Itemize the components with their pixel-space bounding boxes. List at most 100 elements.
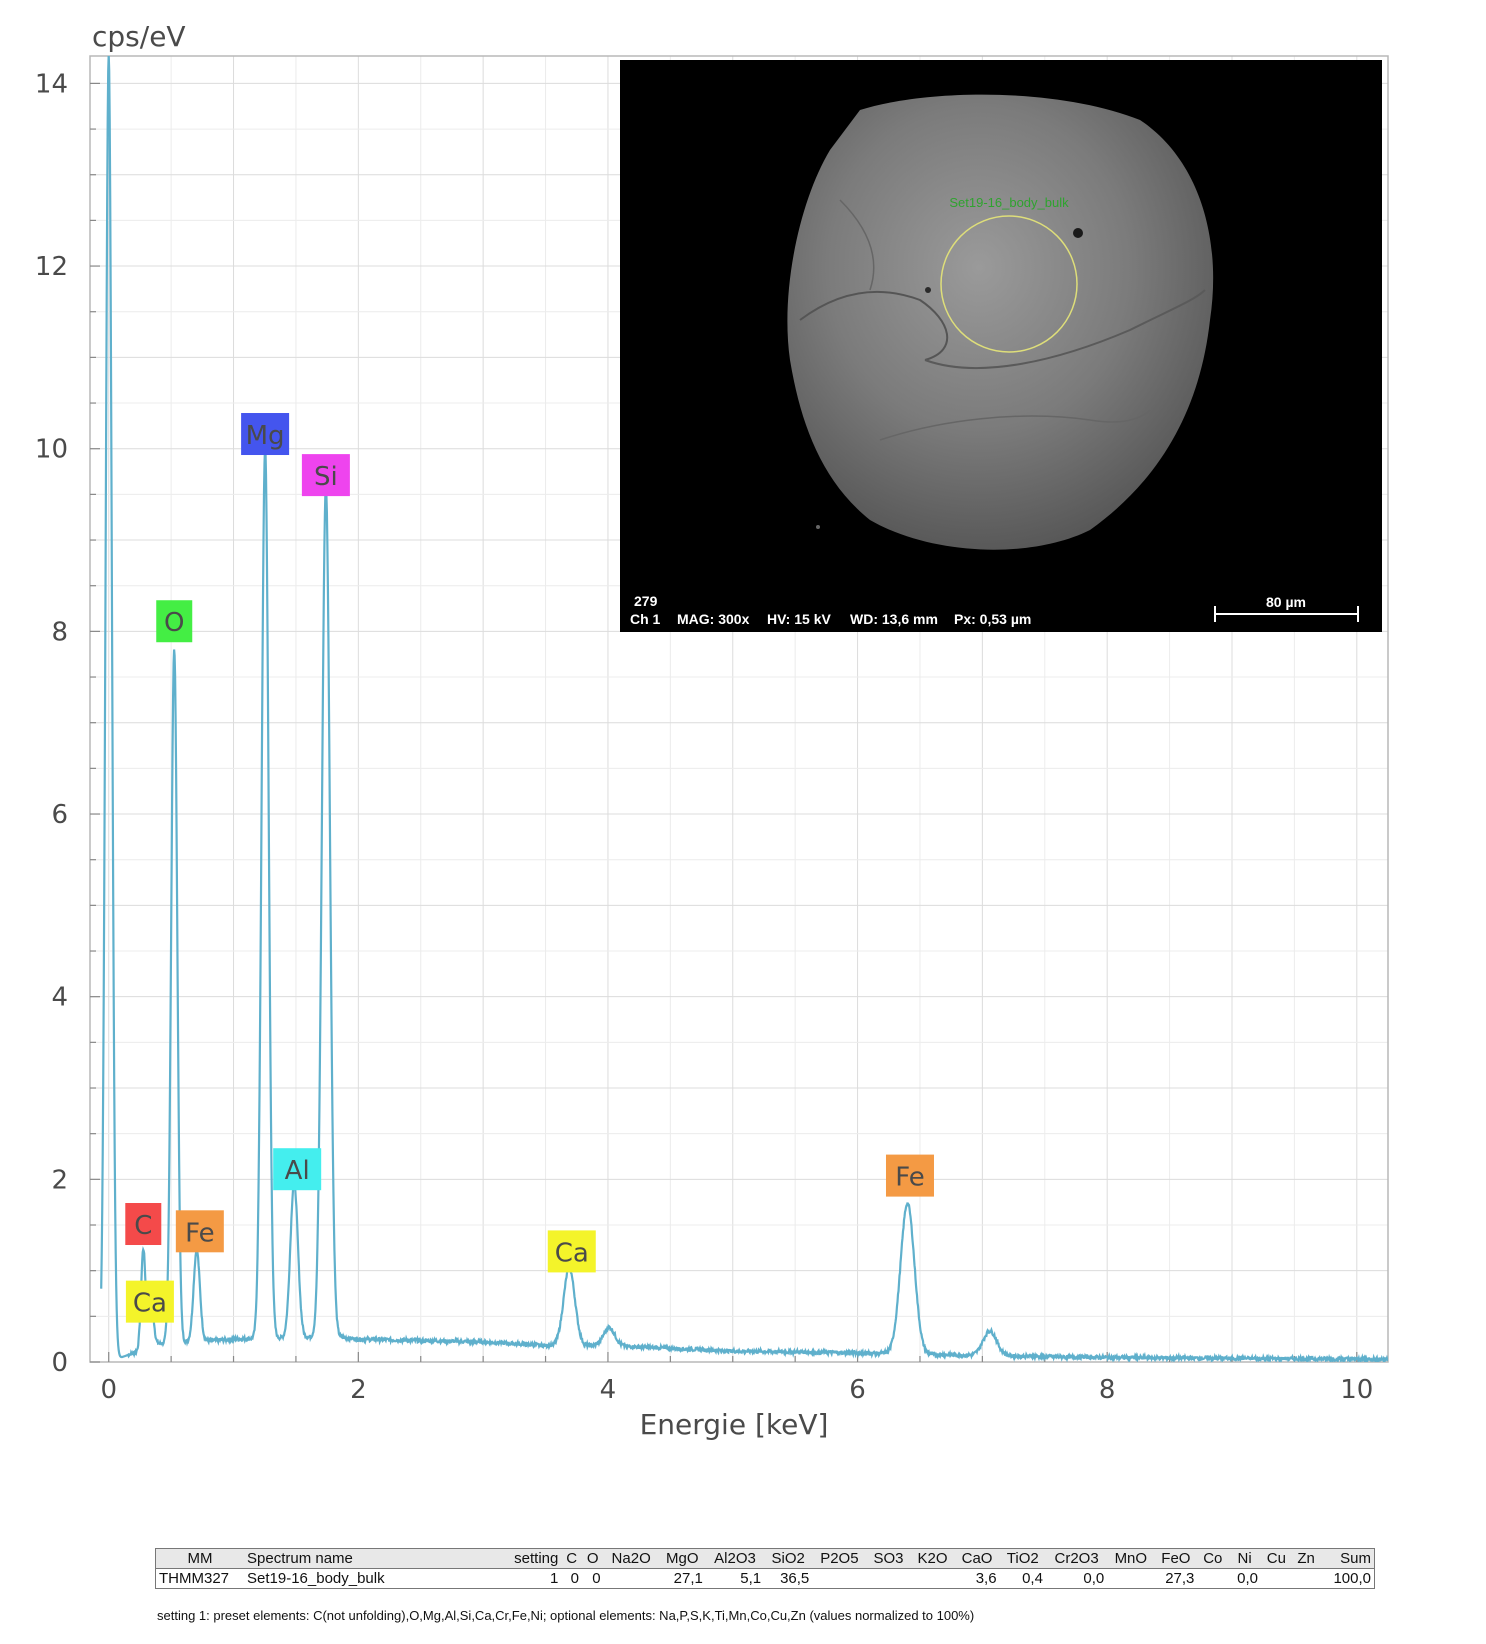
y-tick-label: 8 <box>51 617 68 647</box>
cell-c: 0 <box>561 1568 582 1589</box>
sem-grain-facet-line <box>839 199 875 291</box>
peak-label-box <box>885 1154 934 1197</box>
peak-label-si: Si <box>301 454 350 497</box>
peak-annotations: C Ca O Fe Mg Si Al Ca Fe <box>125 413 934 1323</box>
peak-label-text: O <box>164 608 184 638</box>
cell-feo: 27,3 <box>1154 1568 1198 1589</box>
cell-spectrum-name: Set19-16_body_bulk <box>244 1568 500 1589</box>
plot-frame <box>89 55 1389 1363</box>
col-header-zn: Zn <box>1291 1548 1321 1569</box>
col-header-k2o: K2O <box>910 1548 955 1569</box>
cell-mgo: 27,1 <box>658 1568 706 1589</box>
cell-cu <box>1261 1568 1292 1589</box>
sem-footer-channel: Ch 1 <box>630 611 661 627</box>
composition-table-container: MM Spectrum name setting C O Na2O MgO Al… <box>155 1548 1375 1589</box>
peak-label-fe: Fe <box>175 1210 224 1253</box>
col-header-cu: Cu <box>1261 1548 1292 1569</box>
y-tick-label: 6 <box>51 800 68 830</box>
sem-footer-magnification: MAG: 300x <box>677 611 750 627</box>
peak-label-ca: Ca <box>547 1230 596 1273</box>
peak-label-box <box>125 1280 174 1323</box>
cell-co <box>1197 1568 1229 1589</box>
cell-mno <box>1107 1568 1155 1589</box>
peak-label-box <box>156 600 193 643</box>
col-header-c: C <box>561 1548 582 1569</box>
col-header-cr2o3: Cr2O3 <box>1045 1548 1108 1569</box>
y-tick-label: 12 <box>35 252 68 282</box>
cell-na2o <box>603 1568 659 1589</box>
peak-label-text: Fe <box>895 1163 925 1193</box>
x-tick-label: 8 <box>1099 1375 1116 1405</box>
composition-table: MM Spectrum name setting C O Na2O MgO Al… <box>155 1548 1375 1589</box>
col-header-mgo: MgO <box>658 1548 706 1569</box>
col-header-cao: CaO <box>954 1548 1000 1569</box>
peak-label-box <box>273 1148 322 1191</box>
sem-analysis-region-circle <box>940 215 1078 353</box>
cell-cr2o3: 0,0 <box>1045 1568 1108 1589</box>
cell-sum: 100,0 <box>1320 1568 1375 1589</box>
x-tick-label: 10 <box>1340 1375 1373 1405</box>
peak-label-box <box>175 1210 224 1253</box>
sem-pore <box>1073 228 1083 238</box>
cell-ni: 0,0 <box>1228 1568 1261 1589</box>
sem-scalebar <box>1214 606 1359 622</box>
cell-so3 <box>866 1568 911 1589</box>
sem-pore <box>925 287 931 293</box>
table-header-row: MM Spectrum name setting C O Na2O MgO Al… <box>155 1548 1375 1569</box>
peak-label-text: Si <box>314 462 338 492</box>
y-axis-label: cps/eV <box>92 20 186 53</box>
sem-footer-id: 279 <box>634 593 658 609</box>
peak-label-fe: Fe <box>885 1154 934 1197</box>
col-header-setting: setting <box>500 1548 562 1569</box>
col-header-p2o5: P2O5 <box>812 1548 867 1569</box>
cell-o: 0 <box>581 1568 604 1589</box>
sem-footer-voltage: HV: 15 kV <box>767 611 831 627</box>
sem-image-inset: Set19-16_body_bulk 279 Ch 1 MAG: 300x HV… <box>620 60 1382 632</box>
sem-grain-facet-line <box>799 290 949 361</box>
table-row: THMM327 Set19-16_body_bulk 1 0 0 27,1 5,… <box>155 1568 1375 1589</box>
col-header-spectrum-name: Spectrum name <box>244 1548 500 1569</box>
x-axis-label: Energie [keV] <box>640 1408 829 1441</box>
sem-grain-facet-line <box>879 409 1151 441</box>
peak-label-al: Al <box>273 1148 322 1191</box>
col-header-sum: Sum <box>1320 1548 1375 1569</box>
peak-label-text: C <box>134 1211 152 1241</box>
cell-p2o5 <box>812 1568 867 1589</box>
col-header-na2o: Na2O <box>603 1548 659 1569</box>
spectrum-series-line <box>100 56 1388 1362</box>
col-header-ni: Ni <box>1228 1548 1261 1569</box>
y-tick-label: 10 <box>35 435 68 465</box>
col-header-sio2: SiO2 <box>764 1548 813 1569</box>
y-axis-ticks: 0 2 4 6 8 10 12 14 <box>35 69 100 1378</box>
x-tick-label: 6 <box>849 1375 866 1405</box>
peak-label-text: Ca <box>555 1238 589 1268</box>
y-tick-label: 0 <box>51 1348 68 1378</box>
col-header-so3: SO3 <box>866 1548 911 1569</box>
sem-region-label: Set19-16_body_bulk <box>949 195 1069 210</box>
peak-label-o: O <box>156 600 193 643</box>
cell-al2o3: 5,1 <box>705 1568 765 1589</box>
col-header-mm: MM <box>155 1548 244 1569</box>
cell-cao: 3,6 <box>954 1568 1000 1589</box>
peak-label-c: C <box>125 1203 162 1246</box>
peak-label-box <box>301 454 350 497</box>
x-tick-label: 4 <box>600 1375 617 1405</box>
sem-scalebar-label: 80 µm <box>1266 594 1306 610</box>
peak-label-text: Al <box>285 1156 310 1186</box>
peak-label-text: Mg <box>246 421 285 451</box>
x-tick-label: 0 <box>100 1375 117 1405</box>
peak-label-box <box>241 413 290 456</box>
col-header-co: Co <box>1197 1548 1229 1569</box>
col-header-mno: MnO <box>1107 1548 1155 1569</box>
x-axis-ticks: 0 2 4 6 8 10 <box>100 1352 1373 1405</box>
cell-zn <box>1291 1568 1321 1589</box>
cell-tio2: 0,4 <box>999 1568 1046 1589</box>
cell-setting: 1 <box>500 1568 562 1589</box>
cell-k2o <box>910 1568 955 1589</box>
col-header-tio2: TiO2 <box>999 1548 1046 1569</box>
peak-label-ca: Ca <box>125 1280 174 1323</box>
peak-label-text: Fe <box>185 1218 215 1248</box>
y-tick-label: 2 <box>51 1165 68 1195</box>
y-tick-label: 14 <box>35 69 68 99</box>
